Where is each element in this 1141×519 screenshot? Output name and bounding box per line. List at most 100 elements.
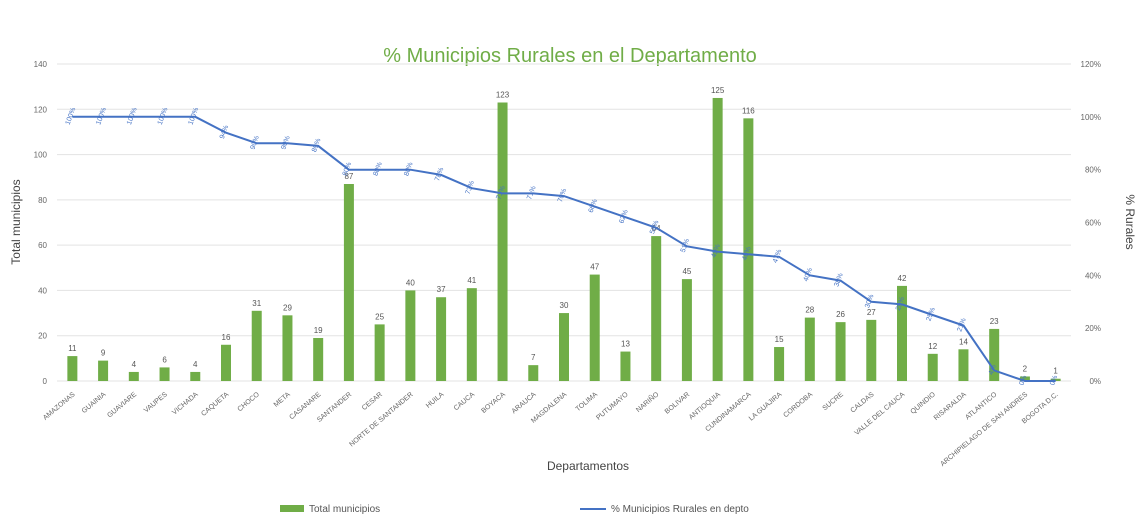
category-label: TOLIMA	[575, 391, 600, 413]
bar-data-label: 27	[867, 308, 876, 317]
line-data-label: 47%	[772, 249, 783, 265]
bar	[466, 288, 477, 381]
bar-data-label: 125	[711, 86, 725, 95]
category-label: VALLE DEL CAUCA	[854, 391, 907, 437]
line-data-label: 80%	[372, 161, 383, 177]
line-data-label: 4%	[988, 364, 998, 376]
category-label: AMAZONAS	[42, 391, 77, 422]
bar-data-label: 37	[437, 285, 446, 294]
category-label: VAUPES	[143, 391, 169, 414]
line-data-label: 90%	[280, 135, 291, 151]
line-data-label: 30%	[864, 294, 875, 310]
category-label: NARIÑO	[634, 389, 661, 414]
line-data-label: 89%	[311, 138, 322, 154]
bar	[989, 328, 1000, 381]
line-data-label: 0%	[1018, 375, 1028, 387]
bar-data-label: 9	[101, 349, 106, 358]
bar	[251, 310, 262, 381]
bar	[804, 317, 815, 381]
x-axis-title: Departamentos	[547, 459, 629, 473]
y2-tick-label: 0%	[1089, 377, 1101, 386]
bar-data-label: 47	[590, 263, 599, 272]
y-tick-label: 120	[34, 105, 48, 114]
bar	[712, 97, 723, 381]
bar	[835, 322, 846, 381]
category-label: QUINDIO	[910, 391, 938, 416]
category-label: CALDAS	[850, 391, 876, 415]
bar-data-label: 45	[682, 267, 691, 276]
bar-data-label: 31	[252, 299, 261, 308]
left-axis-ticks: 0 20 40 60 80 100 120 140	[34, 60, 48, 386]
bar	[374, 324, 385, 381]
line-data-label: 51%	[680, 238, 691, 254]
bar-data-label: 29	[283, 303, 292, 312]
bar	[743, 118, 754, 381]
bar-data-label: 4	[132, 360, 137, 369]
bar	[98, 360, 109, 381]
line-data-label: 94%	[219, 124, 230, 140]
y-tick-label: 20	[38, 332, 47, 341]
line-data-label: 38%	[833, 272, 844, 288]
bar	[897, 285, 907, 381]
category-label: CHOCO	[237, 391, 262, 413]
line-data-label: 70%	[557, 188, 568, 204]
bar-data-label: 2	[1023, 364, 1028, 373]
category-label: BOLIVAR	[664, 391, 691, 416]
line-data-label: 71%	[495, 185, 506, 201]
bar	[589, 274, 600, 381]
category-label: NORTE DE SANTANDER	[348, 391, 414, 448]
line-data-label: 78%	[434, 167, 445, 183]
bar-data-labels: 1194641631291987254037411237304713644512…	[68, 86, 1058, 376]
bar-data-label: 16	[222, 333, 231, 342]
line-data-label: 71%	[526, 185, 537, 201]
category-label: HUILA	[425, 391, 446, 410]
y-tick-label: 60	[38, 241, 47, 250]
bar-data-label: 25	[375, 312, 384, 321]
y-tick-label: 80	[38, 196, 47, 205]
line-data-label: 73%	[465, 180, 476, 196]
legend-bar-label: Total municipios	[309, 504, 380, 515]
chart-title: % Municipios Rurales en el Departamento	[383, 45, 757, 67]
line-data-label: 40%	[803, 267, 814, 283]
bar-data-label: 42	[898, 274, 907, 283]
bar-data-label: 40	[406, 278, 415, 287]
category-label: CAUCA	[453, 391, 477, 412]
category-label: LA GUAJIRA	[748, 391, 784, 423]
bar-data-label: 26	[836, 310, 845, 319]
bar-data-label: 12	[928, 342, 937, 351]
category-label: RISARALDA	[933, 391, 968, 422]
legend-line-label: % Municipios Rurales en depto	[611, 504, 749, 515]
bar-data-label: 13	[621, 340, 630, 349]
bar-data-label: 1	[1053, 367, 1058, 376]
y-axis-title: Total municipios	[9, 179, 23, 264]
bar-data-label: 14	[959, 337, 968, 346]
y2-tick-label: 20%	[1085, 324, 1101, 333]
bar	[528, 365, 539, 381]
bar	[620, 351, 631, 381]
bar	[774, 347, 785, 381]
line-data-label: 66%	[588, 198, 599, 214]
line-data-label: 90%	[250, 135, 261, 151]
bar	[651, 236, 662, 381]
bar-data-label: 87	[344, 172, 353, 181]
bar-data-label: 41	[467, 276, 476, 285]
bar	[958, 349, 969, 381]
y2-tick-label: 100%	[1081, 113, 1101, 122]
line-data-label: 29%	[895, 296, 906, 312]
bar	[1050, 378, 1061, 381]
bar	[343, 184, 354, 381]
category-label: GUAVIARE	[106, 391, 138, 419]
line-data-label: 21%	[956, 317, 967, 333]
category-label: ARAUCA	[511, 391, 538, 415]
right-axis-ticks: 0% 20% 40% 60% 80% 100% 120%	[1081, 60, 1101, 386]
category-label: SUCRE	[822, 391, 846, 412]
y2-tick-label: 60%	[1085, 219, 1101, 228]
bar	[1019, 376, 1030, 381]
line-path	[72, 115, 1056, 382]
bar	[436, 297, 447, 381]
bar	[221, 344, 231, 381]
bar	[681, 279, 692, 381]
bar-data-label: 11	[68, 344, 77, 353]
category-label: META	[273, 391, 292, 409]
